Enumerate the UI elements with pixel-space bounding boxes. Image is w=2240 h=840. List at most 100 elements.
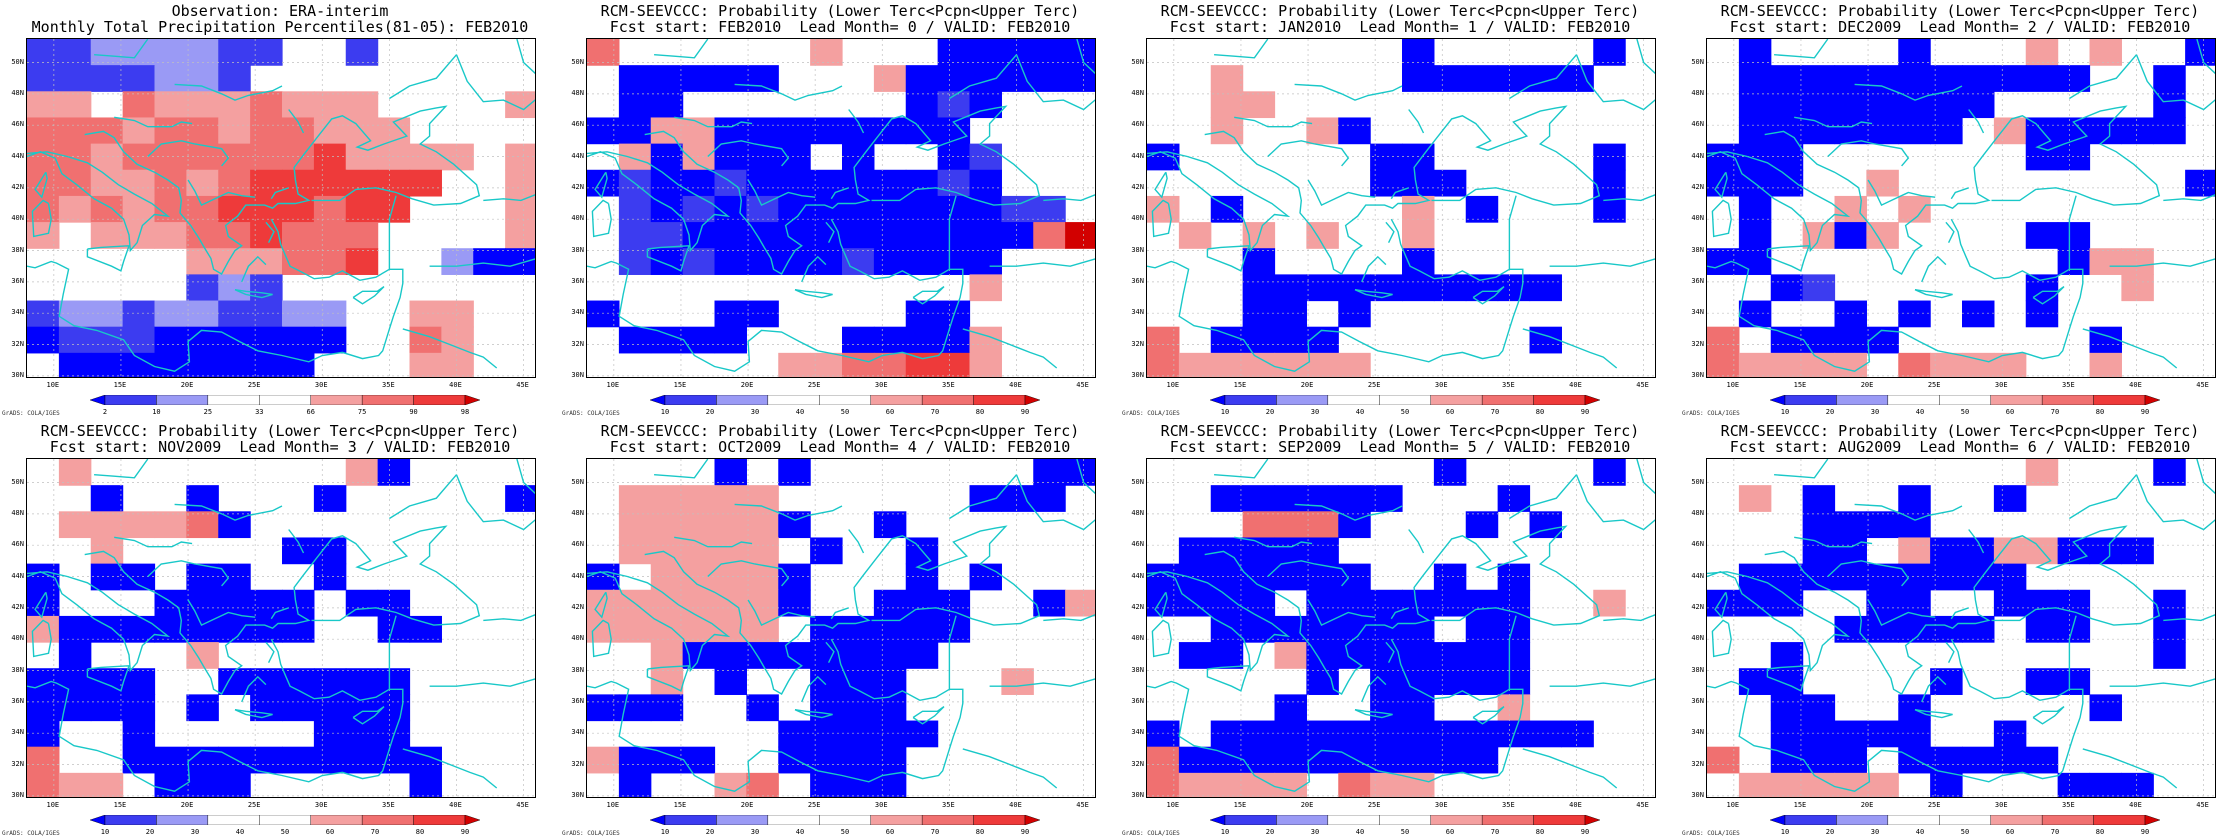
grid-cell [1147,352,1180,377]
grid-cell [2057,65,2091,92]
grid-cell [218,274,251,302]
coastline [1968,529,1985,554]
grid-cell [218,39,251,66]
colorbar-segment [2093,395,2146,405]
coastline [2196,39,2215,75]
coastline [1076,459,1095,495]
grid-cell [1402,39,1435,66]
grid-cell [778,589,811,617]
colorbar-label: 30 [1870,408,1880,416]
grid-cell [1707,746,1740,774]
grid-cell [1402,615,1435,643]
grid-cell [250,117,283,145]
grid-cell [1898,563,1931,591]
lat-label: 34N [11,308,24,317]
grid-cell [1898,589,1931,617]
grid-cell [618,222,652,249]
panel-subtitle: Fcst start: JAN2010 Lead Month= 1 / VALI… [1169,18,1631,36]
coastline [1764,105,2161,275]
lat-label: 50N [11,477,24,486]
grid-cell [1306,352,1339,377]
grid-cell [250,694,283,722]
grid-cell [1338,485,1371,512]
grid-cell [1898,91,1931,119]
colorbar-segment [1990,815,2043,825]
lat-label: 36N [571,696,584,705]
grid-cell [122,326,156,354]
lat-label: 40N [571,214,584,223]
grads-credit: GrADS: COLA/IGES [1682,830,1740,837]
map-canvas [27,459,535,797]
grid-cell [873,169,907,197]
grid-cell [873,65,907,92]
coastline [34,171,48,199]
lat-label: 48N [571,88,584,97]
grid-cell [1147,143,1180,171]
grid-cell [1802,274,1836,302]
lat-label: 38N [571,665,584,674]
colorbar-label: 90 [1020,408,1030,416]
coastline [1043,194,1095,202]
grid-cell [58,511,92,539]
lat-label: 36N [11,696,24,705]
grid-cell [58,65,92,92]
grid-cell [122,511,156,539]
colorbar-label: 40 [795,408,805,416]
lat-label: 50N [1691,477,1704,486]
grid-cell [441,248,474,275]
colorbar-segment [1939,815,1991,825]
map-area [1146,458,1656,798]
coastline [587,151,731,253]
colorbar-segment [2144,395,2160,405]
lat-label: 40N [1691,214,1704,223]
grid-cell [1866,117,1899,145]
panel-title: RCM-SEEVCCC: Probability (Lower Terc<Pcp… [1160,2,1640,20]
grid-cell [650,668,684,695]
lon-label: 30E [1994,381,2008,389]
grid-cell [1497,563,1531,591]
coastline [84,525,481,695]
grid-cell [618,746,652,774]
grid-cell [1242,91,1276,119]
grid-cell [1242,485,1276,512]
grid-cell [1178,537,1212,565]
grid-cell [1529,720,1562,748]
coastline [1766,245,1811,272]
lon-label: 45E [516,801,529,809]
coastline [1575,474,1655,531]
grid-cell [746,117,779,145]
grid-cell [778,563,811,591]
colorbar-label: 90 [1580,408,1590,416]
grid-cell [441,143,474,171]
grid-cell [650,746,684,774]
grid-cell [1898,720,1931,748]
grid-cell [1242,248,1276,275]
grid-cell [969,274,1002,302]
grid-cell [2089,352,2122,377]
grid-cell [1962,746,1995,774]
lon-label: 25E [247,381,261,389]
lat-label: 48N [11,88,24,97]
coastline [594,591,608,619]
grid-cell [250,352,283,377]
grid-cell [154,143,187,171]
grid-cell [154,326,187,354]
lon-label: 30E [314,801,328,809]
grid-cell [186,352,219,377]
grid-cell [905,65,939,92]
coastline [265,221,275,244]
grid-cell [1930,563,1963,591]
grid-cell [1242,589,1276,617]
grid-cell [1274,274,1307,302]
lon-label: 10E [1166,381,1180,389]
lon-label: 35E [1502,381,1515,389]
coastline [1234,116,1313,128]
coastline [644,525,1041,695]
grid-cell [282,222,315,249]
grid-cell [1993,720,2027,748]
colorbar-canvas [650,395,1040,405]
colorbar-segment [207,395,260,405]
grid-cell [1306,720,1339,748]
grid-cell [1338,274,1371,302]
grid-cell [1930,537,1963,565]
